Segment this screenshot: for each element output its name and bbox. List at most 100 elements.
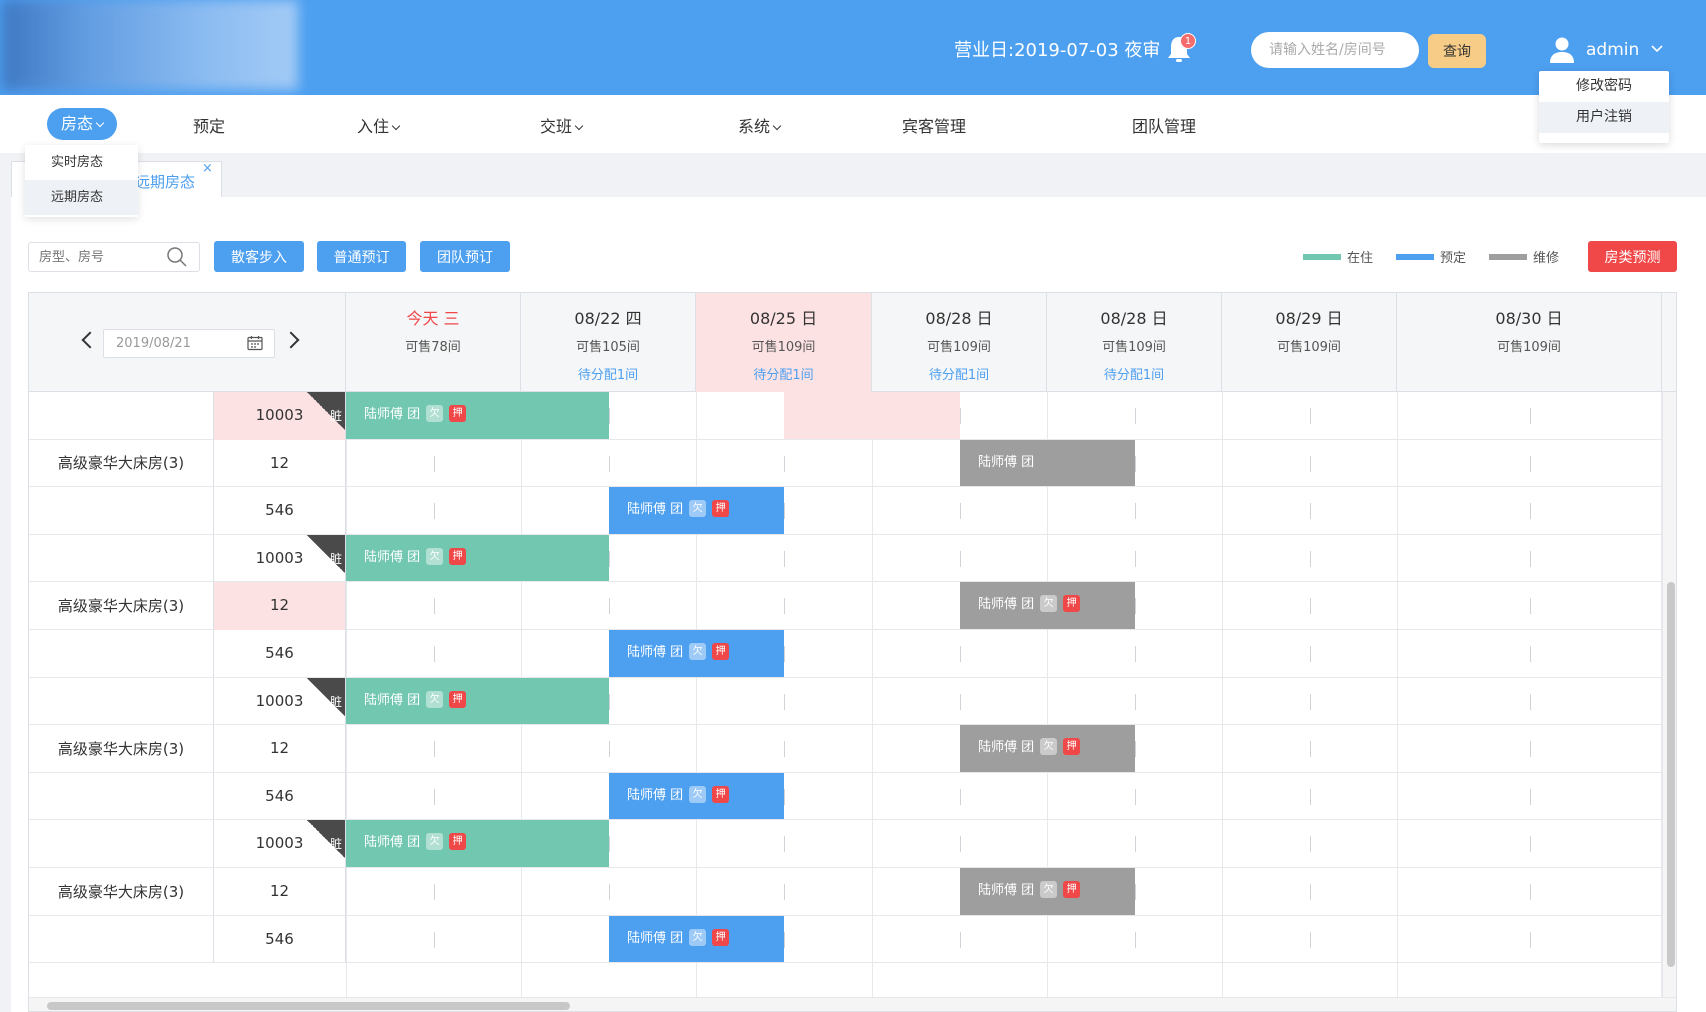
logo [2, 0, 298, 90]
room-number-cell[interactable]: 10003 脏 [214, 534, 346, 583]
day-available: 可售109间 [1497, 340, 1561, 355]
day-unassigned-link[interactable]: 待分配1间 [928, 368, 990, 383]
room-row [29, 678, 1676, 726]
room-number-cell[interactable]: 10003 脏 [214, 677, 346, 726]
room-number-cell[interactable]: 12 [214, 439, 346, 488]
chevron-right-icon[interactable] [282, 331, 300, 349]
room-row [29, 916, 1676, 964]
room-number-cell[interactable]: 10003 脏 [214, 392, 346, 440]
scroll-thumb[interactable] [47, 1002, 570, 1010]
username[interactable]: admin [1586, 40, 1640, 60]
nav-item-shift[interactable]: 交班 [540, 113, 584, 137]
group-booking-button[interactable]: 团队预订 [420, 241, 510, 272]
normal-booking-button[interactable]: 普通预订 [317, 241, 406, 272]
room-type-forecast-button[interactable]: 房类预测 [1588, 241, 1677, 272]
nav-item-teams[interactable]: 团队管理 [1132, 117, 1197, 136]
booking-bar[interactable]: 陆师傅 团欠押 [346, 677, 609, 725]
half-day-tick [784, 550, 785, 567]
half-day-tick [784, 931, 785, 948]
day-unassigned-link[interactable]: 待分配1间 [753, 368, 814, 383]
chevron-down-icon[interactable] [1650, 42, 1664, 56]
nav-item-checkin[interactable]: 入住 [357, 113, 401, 137]
tab-label[interactable]: 远期房态 [135, 173, 196, 191]
booking-bar[interactable]: 陆师傅 团 [960, 439, 1135, 487]
room-number: 10003 [255, 406, 304, 424]
half-day-tick [433, 788, 435, 805]
half-day-tick [959, 931, 961, 948]
vertical-scrollbar[interactable] [1662, 392, 1676, 1011]
room-row [29, 820, 1676, 868]
room-number-cell[interactable]: 546 [214, 630, 346, 678]
booking-bar[interactable]: 陆师傅 团欠押 [346, 534, 609, 582]
booking-bar[interactable]: 陆师傅 团欠押 [346, 392, 609, 439]
half-day-tick [1134, 550, 1136, 567]
room-row [29, 630, 1676, 678]
half-day-tick [433, 741, 435, 758]
deposit-badge: 押 [712, 785, 730, 803]
booking-bar[interactable]: 陆师傅 团欠押 [960, 725, 1135, 772]
booking-bar[interactable]: 陆师傅 团欠押 [960, 582, 1135, 629]
date-picker-input[interactable]: 2019/08/21 [103, 329, 275, 358]
room-number: 12 [269, 882, 290, 900]
half-day-tick [784, 836, 785, 853]
room-type-cell: 高级豪华大床房(3) [29, 534, 214, 678]
horizontal-scrollbar[interactable] [29, 997, 1676, 1011]
room-number-cell[interactable]: 12 [214, 868, 346, 916]
submenu-item-realtime[interactable]: 实时房态 [51, 155, 104, 170]
highlight-cell [784, 392, 872, 439]
booking-bar[interactable]: 陆师傅 团欠押 [609, 630, 784, 677]
calendar-icon[interactable] [247, 335, 263, 351]
room-number-cell[interactable]: 10003 脏 [214, 820, 346, 868]
search-icon[interactable] [166, 246, 188, 268]
half-day-tick [1529, 884, 1531, 900]
change-password-item[interactable]: 修改密码 [1576, 78, 1632, 94]
booking-guest: 陆师傅 团 [364, 549, 421, 565]
dirty-room-flag: 脏 [307, 677, 345, 716]
room-number-cell[interactable]: 546 [214, 487, 346, 535]
legend-label: 在住 [1347, 251, 1374, 266]
half-day-tick [1309, 550, 1311, 567]
booking-bar[interactable]: 陆师傅 团欠押 [609, 487, 784, 534]
walkin-button[interactable]: 散客步入 [214, 241, 304, 272]
half-day-tick [959, 788, 961, 805]
room-number: 10003 [255, 691, 304, 710]
half-day-tick [1134, 788, 1136, 805]
half-day-tick [1309, 836, 1311, 853]
half-day-tick [433, 646, 435, 662]
room-filter-input[interactable] [28, 242, 200, 272]
half-day-tick [433, 455, 435, 472]
room-number-cell[interactable]: 546 [214, 772, 346, 821]
query-button[interactable]: 查询 [1428, 34, 1486, 68]
nav-item-room-status[interactable]: 房态 [47, 108, 117, 140]
scroll-thumb[interactable] [1667, 582, 1675, 967]
user-dropdown: 修改密码 用户注销 [1539, 71, 1669, 143]
room-number-cell[interactable]: 546 [214, 915, 346, 964]
day-date: 08/22 四 [574, 309, 642, 328]
guest-search-input[interactable] [1251, 32, 1419, 68]
nav-item-booking[interactable]: 预定 [193, 117, 226, 136]
day-column: 08/25 日可售109间 待分配1间 [696, 293, 872, 392]
booking-bar[interactable]: 陆师傅 团欠押 [346, 820, 609, 867]
room-status-submenu: 实时房态 远期房态 [25, 145, 138, 217]
calendar-header: 2019/08/21 今天 三可售78间 08/22 四可售105间 待分配1间 08… [29, 293, 1676, 392]
close-icon[interactable]: × [202, 161, 213, 176]
calendar-body: 高级豪华大床房(3) 10003 脏 12 546 高级豪华大床房(3) 10003 脏 12 5… [29, 392, 1676, 1004]
half-day-tick [1529, 741, 1531, 758]
user-icon[interactable] [1549, 36, 1575, 64]
chevron-left-icon[interactable] [81, 331, 99, 349]
booking-bar[interactable]: 陆师傅 团欠押 [960, 868, 1135, 915]
logout-item[interactable]: 用户注销 [1539, 102, 1669, 133]
owe-badge: 欠 [426, 547, 444, 565]
grid-line [1222, 392, 1223, 1004]
nav-item-guests[interactable]: 宾客管理 [902, 117, 967, 136]
room-number-cell[interactable]: 12 [214, 582, 346, 630]
submenu-item-future[interactable]: 远期房态 [25, 180, 138, 215]
booking-bar[interactable]: 陆师傅 团欠押 [609, 915, 784, 963]
owe-badge: 欠 [689, 785, 707, 803]
booking-bar[interactable]: 陆师傅 团欠押 [609, 772, 784, 820]
room-number-cell[interactable]: 12 [214, 725, 346, 773]
highlight-cell [872, 392, 960, 439]
day-unassigned-link[interactable]: 待分配1间 [1103, 368, 1165, 383]
nav-item-system[interactable]: 系统 [738, 113, 782, 137]
day-unassigned-link[interactable]: 待分配1间 [577, 368, 639, 383]
